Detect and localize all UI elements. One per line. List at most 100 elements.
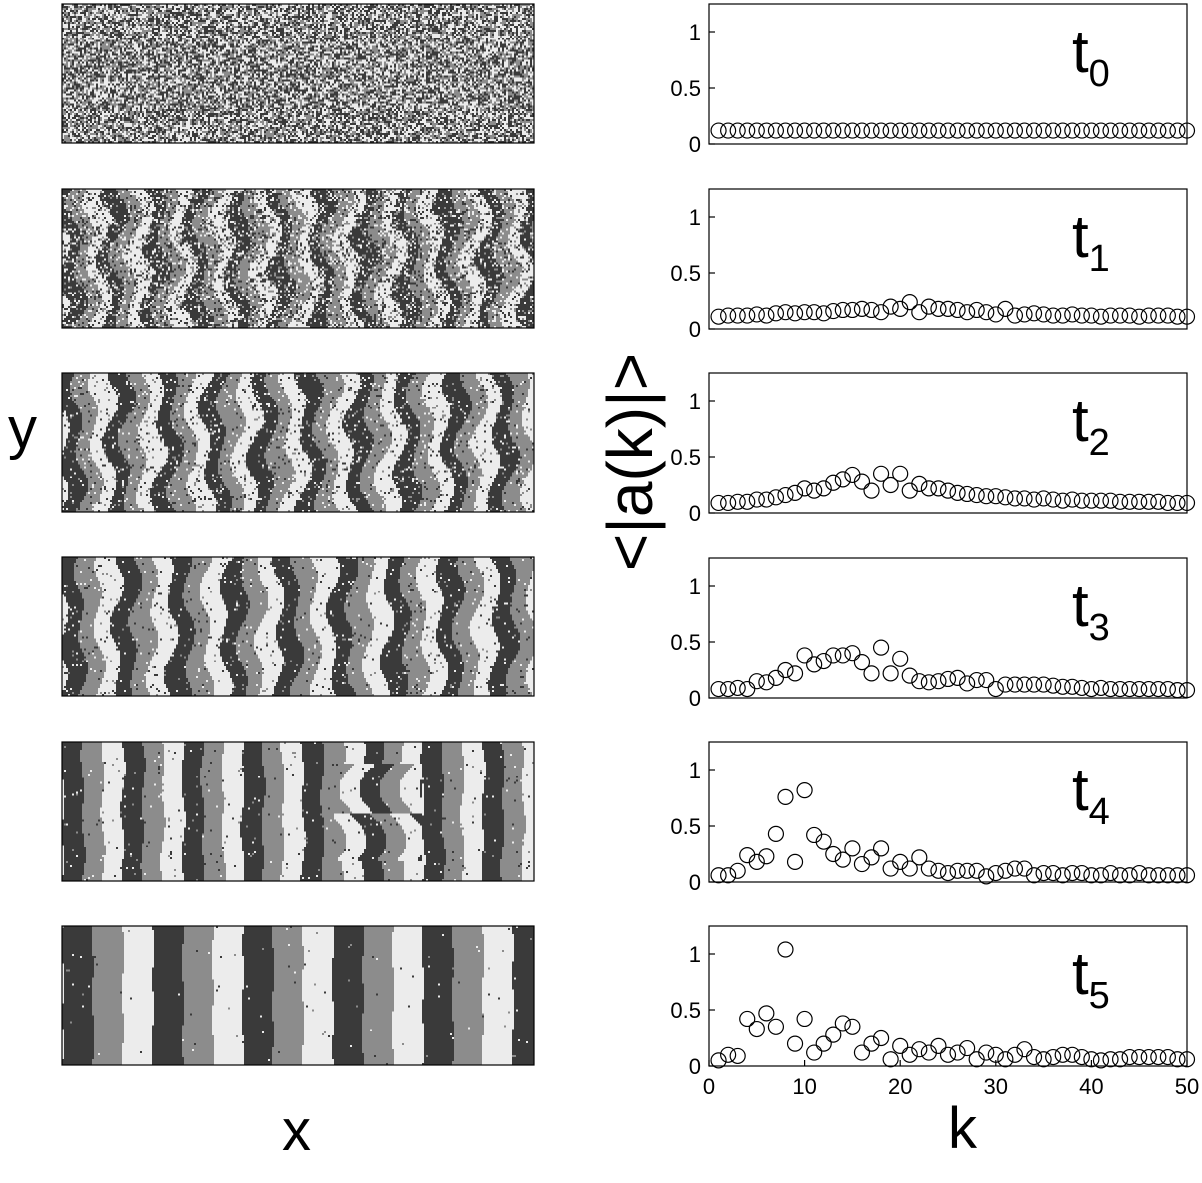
data-point — [882, 860, 899, 877]
axes-frame — [708, 3, 1188, 145]
data-point — [1045, 307, 1062, 324]
data-point — [1178, 1051, 1196, 1068]
data-point — [1150, 122, 1167, 139]
data-point — [1150, 680, 1167, 698]
pattern-image-t1 — [62, 189, 534, 328]
data-point — [1169, 308, 1186, 325]
panel-time-label: t1 — [1072, 203, 1110, 280]
data-point — [911, 304, 928, 321]
data-point — [834, 471, 851, 488]
y-tick-label: 0.5 — [670, 261, 701, 286]
data-point — [767, 122, 785, 139]
data-point — [1150, 1048, 1167, 1066]
pattern-image-t2 — [62, 373, 534, 512]
data-point — [1111, 867, 1129, 884]
data-point — [1169, 867, 1186, 884]
data-point — [959, 862, 976, 879]
data-point — [863, 482, 880, 499]
data-point — [758, 122, 775, 139]
y-tick-label: 1 — [689, 205, 701, 230]
data-point — [777, 304, 794, 321]
data-point — [834, 122, 851, 139]
data-point — [939, 300, 957, 317]
data-point — [939, 670, 957, 688]
data-point — [987, 864, 1004, 882]
data-point — [1016, 860, 1033, 877]
data-point — [1102, 122, 1119, 139]
data-point — [949, 669, 966, 686]
y-tick-label: 0 — [689, 1054, 701, 1079]
data-point — [930, 300, 947, 317]
data-point — [825, 302, 842, 320]
data-point — [959, 485, 976, 503]
data-point — [1178, 494, 1196, 512]
data-point — [1045, 491, 1062, 508]
data-point — [1092, 1052, 1110, 1069]
pattern-panel-t5 — [61, 925, 535, 1066]
data-point — [863, 849, 880, 866]
data-point — [863, 122, 880, 139]
y-tick-label: 0.5 — [670, 76, 701, 101]
data-point — [796, 647, 813, 664]
data-point — [1169, 122, 1186, 139]
data-point — [978, 122, 995, 139]
data-point — [1025, 1048, 1043, 1066]
data-point — [1140, 867, 1157, 884]
data-point — [786, 484, 804, 501]
data-point — [853, 1044, 871, 1061]
data-point — [1035, 676, 1052, 693]
data-point — [882, 1051, 899, 1068]
data-point — [1006, 1046, 1024, 1063]
x-tick-label: 20 — [888, 1074, 912, 1099]
data-point — [1140, 1048, 1157, 1066]
data-point — [863, 665, 880, 682]
data-point — [1092, 679, 1110, 697]
data-point — [720, 307, 737, 324]
data-point — [1178, 867, 1196, 884]
data-point — [786, 665, 804, 682]
data-point — [815, 833, 832, 850]
data-point — [872, 840, 890, 857]
data-point — [1016, 490, 1033, 507]
data-point — [710, 680, 727, 698]
data-point — [863, 1035, 880, 1052]
data-point — [1073, 864, 1090, 882]
data-point — [892, 853, 909, 870]
data-point — [920, 122, 937, 139]
panel-time-label: t3 — [1072, 572, 1110, 649]
data-point — [786, 305, 804, 322]
data-point — [1159, 867, 1176, 884]
pattern-image-t0 — [62, 4, 534, 143]
data-point — [930, 480, 947, 497]
data-point — [825, 845, 842, 863]
data-point — [872, 639, 890, 656]
data-point — [920, 674, 937, 691]
data-point — [872, 304, 890, 321]
data-point — [1140, 680, 1157, 698]
pattern-frame — [61, 372, 535, 513]
y-tick-label: 1 — [689, 942, 701, 967]
data-point — [1054, 307, 1071, 324]
data-point — [997, 1051, 1014, 1068]
data-point — [1131, 308, 1148, 325]
data-point — [1016, 122, 1033, 139]
data-point — [892, 122, 909, 139]
axes-frame — [708, 925, 1188, 1067]
data-point — [806, 656, 823, 673]
data-point — [1083, 867, 1100, 884]
data-point — [1111, 122, 1129, 139]
data-point — [872, 1029, 890, 1047]
data-point — [739, 493, 756, 510]
left-y-axis-label: y — [8, 396, 37, 461]
y-tick-label: 1 — [689, 758, 701, 783]
pattern-frame — [61, 556, 535, 697]
data-point — [739, 1010, 756, 1028]
pattern-images — [61, 3, 535, 1066]
data-point — [1016, 1041, 1033, 1058]
data-point — [911, 475, 928, 492]
data-point — [1006, 860, 1024, 877]
data-point — [844, 122, 861, 139]
data-point — [1150, 867, 1167, 884]
data-point — [806, 826, 823, 844]
